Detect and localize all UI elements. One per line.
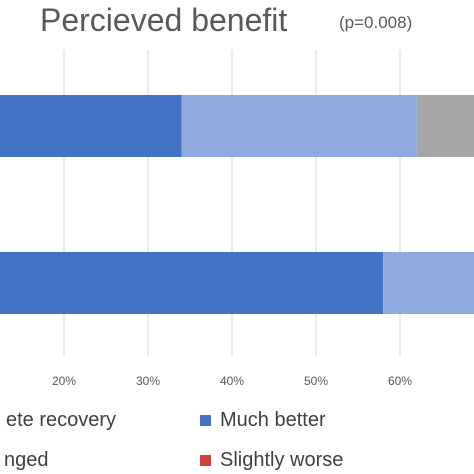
legend-label-complete-recovery: ete recovery <box>6 409 117 431</box>
x-tick-label-50: 50% <box>304 374 328 388</box>
x-tick-label-60: 60% <box>388 374 412 388</box>
legend-swatch-much-better <box>200 415 211 426</box>
bar-1-much-better <box>0 95 182 157</box>
legend-item-complete-recovery: ete recovery <box>0 406 150 434</box>
bar-2-light-blue <box>383 252 474 314</box>
legend-item-much-better: Much better <box>200 406 400 434</box>
legend-label-much-better: Much better <box>220 409 326 431</box>
bar-1-light-blue <box>181 95 417 157</box>
legend-item-slightly-worse: Slightly worse <box>200 446 400 474</box>
bar-2-much-better <box>0 252 384 314</box>
chart-title: Percieved benefit (p=0.008) <box>0 0 474 50</box>
x-tick-label-40: 40% <box>220 374 244 388</box>
legend-label-slightly-worse: Slightly worse <box>220 449 344 471</box>
chart-title-subtitle: (p=0.008) <box>339 13 413 32</box>
stacked-bar-chart: 20%30%40%50%60%7 <box>0 50 474 388</box>
chart-title-main: Percieved benefit <box>40 2 288 38</box>
bar-1-unchanged <box>416 95 474 157</box>
x-tick-label-30: 30% <box>136 374 160 388</box>
legend-swatch-slightly-worse <box>200 455 211 466</box>
legend-item-unchanged: nged <box>0 446 150 474</box>
legend-label-unchanged: nged <box>4 449 49 471</box>
x-tick-label-20: 20% <box>52 374 76 388</box>
